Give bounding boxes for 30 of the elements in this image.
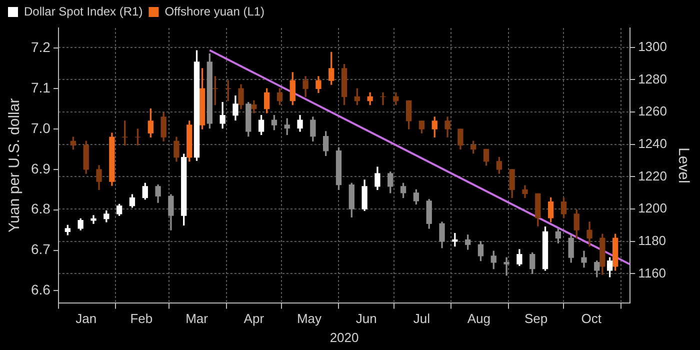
y-tick-label: 6.7: [30, 241, 51, 258]
y-tick-label: 6.9: [30, 160, 51, 176]
y2-tick-label: 1160: [638, 265, 666, 280]
y-axis-title: Yuan per U.S. dollar: [6, 98, 24, 233]
y2-tick-label: 1300: [638, 38, 667, 54]
y-tick-label: 7.0: [30, 120, 51, 136]
y-tick-label: 6.6: [30, 282, 51, 298]
x-tick-label: Feb: [130, 311, 153, 326]
x-axis-title: 2020: [330, 330, 359, 345]
y2-axis-title: Level: [674, 147, 692, 184]
x-tick-label: Sep: [524, 311, 548, 326]
y-tick-label: 7.2: [30, 39, 51, 56]
y2-tick-label: 1240: [638, 136, 667, 151]
legend-label: Dollar Spot Index (R1): [24, 4, 143, 18]
y2-tick-label: 1200: [638, 200, 667, 216]
x-tick-label: Apr: [244, 311, 265, 326]
y-tick-label: 6.8: [30, 200, 51, 217]
x-tick-label: Aug: [467, 311, 490, 326]
x-tick-label: Jun: [356, 311, 377, 326]
x-tick-label: May: [296, 311, 322, 326]
y2-tick-label: 1220: [638, 168, 667, 184]
y2-tick-label: 1280: [638, 71, 667, 86]
x-tick-label: Mar: [186, 311, 209, 326]
x-tick-label: Jul: [413, 311, 430, 326]
y2-tick-label: 1180: [638, 232, 666, 248]
x-tick-label: Jan: [76, 311, 97, 326]
x-tick-label: Oct: [581, 311, 602, 326]
legend-label: Offshore yuan (L1): [164, 4, 265, 18]
y2-tick-label: 1260: [638, 104, 667, 119]
y-tick-label: 7.1: [30, 79, 51, 96]
